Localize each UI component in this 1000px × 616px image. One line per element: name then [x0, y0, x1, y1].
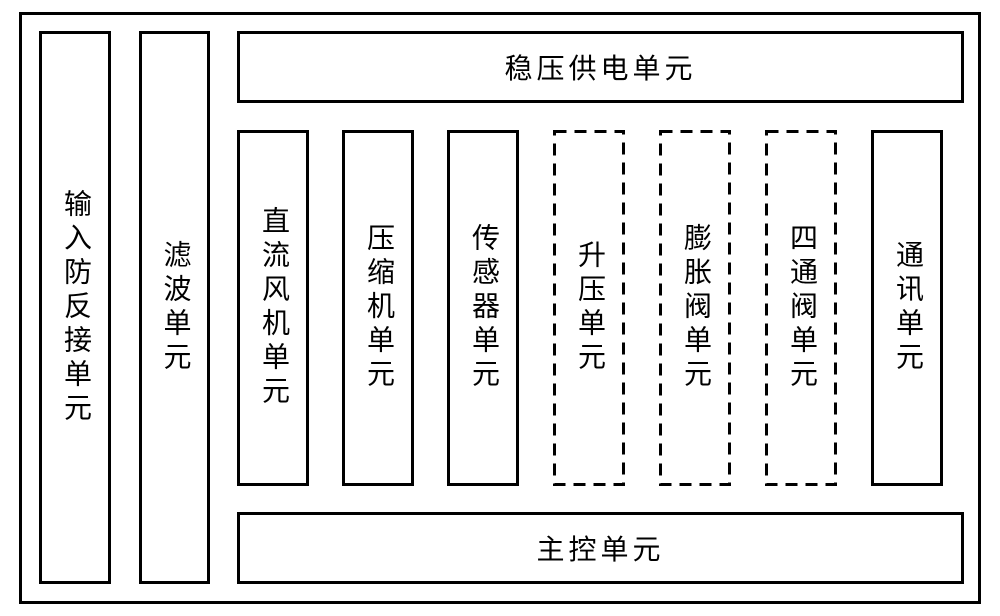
block-label: 输入防反接单元 — [61, 189, 89, 427]
block-communication: 通讯单元 — [871, 130, 943, 486]
block-label: 稳压供电单元 — [504, 47, 696, 87]
block-boost: 升压单元 — [553, 130, 625, 486]
block-label: 通讯单元 — [893, 240, 921, 376]
block-label: 升压单元 — [575, 240, 603, 376]
block-label: 四通阀单元 — [787, 223, 815, 393]
block-compressor: 压缩机单元 — [342, 130, 414, 486]
block-label: 传感器单元 — [469, 223, 497, 393]
block-power-supply: 稳压供电单元 — [237, 31, 964, 103]
block-label: 膨胀阀单元 — [681, 223, 709, 393]
block-main-control: 主控单元 — [237, 512, 964, 584]
block-dc-fan: 直流风机单元 — [237, 130, 309, 486]
block-label: 直流风机单元 — [259, 206, 287, 410]
block-filter: 滤波单元 — [139, 31, 210, 584]
block-input-reverse-protect: 输入防反接单元 — [39, 31, 111, 584]
block-label: 压缩机单元 — [364, 223, 392, 393]
block-four-way-valve: 四通阀单元 — [765, 130, 837, 486]
block-label: 主控单元 — [536, 528, 664, 568]
block-sensor: 传感器单元 — [447, 130, 519, 486]
block-expansion-valve: 膨胀阀单元 — [659, 130, 731, 486]
block-label: 滤波单元 — [161, 240, 189, 376]
